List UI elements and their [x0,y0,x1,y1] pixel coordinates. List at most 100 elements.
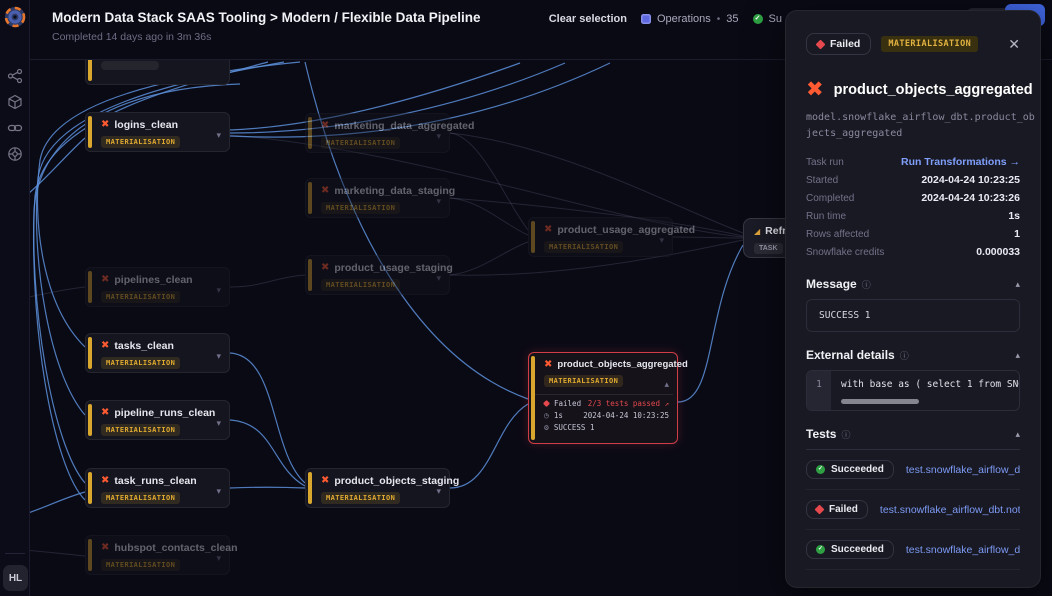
node-runtime: 1s [553,411,563,420]
detail-value: 2024-04-24 10:23:26 [921,192,1020,204]
detail-value: 1s [1008,210,1020,222]
node-task_runs_clean[interactable]: ✖ task_runs_clean MATERIALISATION ▾ [85,468,230,508]
sidebar-divider [5,553,25,554]
node-pipeline_runs_clean[interactable]: ✖ pipeline_runs_clean MATERIALISATION ▾ [85,400,230,440]
test-status-badge: ✓ Succeeded [806,460,894,479]
info-icon: ⓘ [899,350,909,361]
collapse-icon[interactable]: ▴ [1015,349,1020,360]
operations-counter[interactable]: Operations • 35 [640,13,739,25]
tests-passed-link[interactable]: 2/3 tests passed ↗ [587,399,669,408]
chevron-down-icon[interactable]: ▾ [216,130,221,140]
info-icon: ⓘ [861,279,871,290]
chevron-down-icon[interactable]: ▾ [216,351,221,361]
node-logins_clean[interactable]: ✖ logins_clean MATERIALISATION ▾ [85,112,230,152]
node-label: tasks_clean [114,340,174,352]
node-pipelines_clean[interactable]: ✖ pipelines_clean MATERIALISATION ▾ [85,267,230,307]
edge [672,236,744,239]
edge [229,486,306,489]
chevron-down-icon[interactable]: ▾ [216,486,221,496]
node-message: SUCCESS 1 [553,423,595,432]
dbt-icon: ✖ [101,542,110,553]
pipelines-icon[interactable] [7,68,23,84]
edge [32,83,241,501]
failed-diamond-icon [542,399,551,408]
edge [449,197,744,237]
app-logo-icon[interactable] [4,6,26,28]
node-product_objects_aggregated-selected[interactable]: ✖ product_objects_aggregated MATERIALISATI… [528,352,688,444]
task-run-link[interactable]: Run Transformations → [900,156,1020,168]
node-label: product_usage_aggregated [557,224,696,236]
dbt-icon: ✖ [101,119,110,130]
node-stripe [88,472,92,504]
node-stripe [88,337,92,369]
node-tasks_clean[interactable]: ✖ tasks_clean MATERIALISATION ▾ [85,333,230,373]
detail-value: 1 [1014,228,1020,240]
succeeded-check-icon: ✓ [752,14,763,24]
detail-row: Rows affected 1 [806,225,1020,243]
node-stripe [88,271,92,303]
node-product_usage_staging[interactable]: ✖ product_usage_staging MATERIALISATION ▾ [305,255,453,295]
node-hubspot_contacts_clean[interactable]: ✖ hubspot_contacts_clean MATERIALISATION ▾ [85,535,238,575]
node-product_usage_aggregated[interactable]: ✖ product_usage_aggregated MATERIALISATION… [528,217,695,257]
cube-icon[interactable] [7,94,23,110]
detail-label: Rows affected [806,228,870,240]
user-avatar[interactable]: HL [3,565,28,591]
edge [30,286,86,298]
edge [229,62,566,134]
node-label: task_runs_clean [114,475,197,487]
close-icon[interactable]: ✕ [1008,35,1020,52]
operations-icon [640,14,651,24]
edge [677,244,744,403]
edge [449,132,529,231]
chevron-down-icon[interactable]: ▾ [436,131,441,141]
detail-label: Task run [806,156,844,168]
pipeline-canvas[interactable]: ✖ logins_clean MATERIALISATION ▾ ✖ pipelines_… [30,60,1052,596]
materialisation-badge: MATERIALISATION [544,241,624,253]
test-link[interactable]: test.snowflake_airflow_dbt.unique_pro [905,463,1020,476]
horizontal-scrollbar[interactable] [841,399,919,404]
detail-label: Run time [806,210,847,222]
dbt-icon: ✖ [321,475,330,486]
chevron-down-icon[interactable]: ▾ [436,273,441,283]
materialisation-badge: MATERIALISATION [321,492,401,504]
detail-rows: Task run Run Transformations → Started 2024… [806,153,1020,261]
materialisation-badge: MATERIALISATION [101,357,181,369]
chevron-down-icon[interactable]: ▾ [216,285,221,295]
materialisation-badge: MATERIALISATION [544,375,624,387]
chevron-down-icon[interactable]: ▾ [436,196,441,206]
chevron-down-icon[interactable]: ▾ [216,418,221,428]
node-marketing_data_aggregated[interactable]: ✖ marketing_data_aggregated MATERIALISATIO… [305,113,474,153]
edge [229,352,306,484]
collapse-icon[interactable]: ▴ [1015,428,1020,439]
clear-selection-button[interactable]: Clear selection [548,13,627,25]
node-top_cut[interactable] [85,60,230,85]
test-status-badge: ✓ Succeeded [806,540,894,559]
test-row: ✓ Succeeded test.snowflake_airflow_dbt.uni… [806,450,1020,490]
dbt-icon: ✖ [321,120,330,131]
edge [229,62,521,131]
integrations-icon[interactable] [7,146,23,162]
test-link[interactable]: test.snowflake_airflow_dbt.not_null_pr [905,543,1020,556]
external-details-title: External details [806,348,895,362]
message-section-title: Message [806,277,857,291]
collapse-icon[interactable]: ▴ [1015,278,1020,289]
chevron-down-icon[interactable]: ▾ [216,553,221,563]
node-timestamp: 2024-04-24 10:23:25 [583,411,669,420]
chevron-down-icon[interactable]: ▾ [659,235,664,245]
node-label: hubspot_contacts_clean [114,542,238,554]
node-stripe [88,60,92,81]
node-product_objects_staging[interactable]: ✖ product_objects_staging MATERIALISATION ▾ [305,468,459,508]
edge [229,274,306,288]
materialisation-badge: MATERIALISATION [101,492,181,504]
detail-row: Run time 1s [806,207,1020,225]
edge [449,239,744,276]
test-link[interactable]: test.snowflake_airflow_dbt.not_null_pr [879,503,1020,516]
model-path: model.snowflake_airflow_dbt.product_obje… [806,112,1035,139]
node-marketing_data_staging[interactable]: ✖ marketing_data_staging MATERIALISATION ▾ [305,178,455,218]
code-line-number: 1 [807,371,831,410]
tests-section-title: Tests [806,427,837,441]
chevron-down-icon[interactable]: ▾ [436,486,441,496]
link-icon[interactable] [7,120,23,136]
collapse-icon[interactable]: ▴ [664,379,669,389]
succeeded-counter[interactable]: ✓ Su [752,13,782,25]
